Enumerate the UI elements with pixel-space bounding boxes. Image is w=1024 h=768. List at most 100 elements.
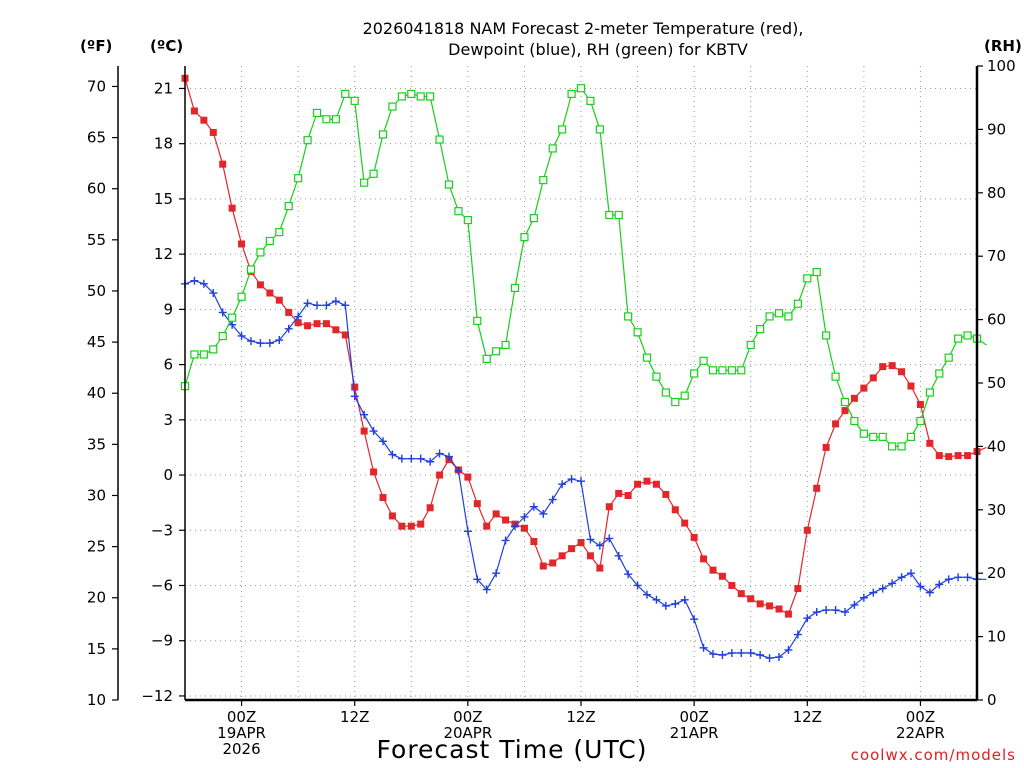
dewpoint-point: [859, 593, 868, 602]
temperature-point: [266, 289, 274, 297]
x-tick-label: 21APR: [670, 724, 719, 742]
dewpoint-point: [963, 573, 972, 582]
rh-point: [888, 442, 897, 451]
temperature-point: [322, 320, 330, 328]
temperature-point: [728, 581, 736, 589]
temperature-point: [690, 533, 698, 541]
f-tick-label: 20: [87, 589, 106, 607]
unit-label-rh: (RH): [984, 37, 1022, 55]
rh-point: [765, 312, 774, 321]
temperature-point: [813, 484, 821, 492]
dewpoint-point: [614, 551, 623, 560]
rh-point: [360, 178, 369, 187]
temperature-point: [898, 368, 906, 376]
c-tick-label: −9: [151, 632, 173, 650]
rh-point: [388, 102, 397, 111]
temperature-point: [803, 526, 811, 534]
dewpoint-point: [812, 608, 821, 617]
temperature-point: [190, 107, 198, 115]
dewpoint-point: [331, 297, 340, 306]
f-tick-label: 30: [87, 486, 106, 504]
temperature-point: [568, 545, 576, 553]
c-tick-label: −3: [151, 521, 173, 539]
chart-title-line-1: 2026041818 NAM Forecast 2-meter Temperat…: [363, 19, 804, 38]
rh-point: [218, 331, 227, 341]
c-tick-label: 6: [163, 356, 173, 374]
dewpoint-point: [633, 581, 642, 590]
rh-tick-label: 50: [987, 374, 1006, 392]
rh-point: [322, 115, 331, 124]
dewpoint-point: [445, 452, 453, 461]
temperature-point: [407, 522, 415, 530]
temperature-point: [652, 480, 660, 488]
temperature-point: [464, 473, 472, 481]
temperature-point: [784, 610, 792, 618]
temperature-point: [436, 471, 444, 479]
temperature-point: [766, 602, 774, 610]
rh-point: [699, 356, 708, 365]
rh-point: [793, 299, 802, 308]
dewpoint-point: [256, 339, 265, 348]
x-tick-label: 22APR: [896, 724, 945, 742]
rh-point: [246, 265, 256, 274]
rh-point: [784, 312, 793, 321]
dewpoint-point: [756, 651, 765, 660]
temperature-point: [775, 605, 783, 613]
dewpoint-point: [313, 301, 321, 310]
x-tick-label: 12Z: [340, 708, 369, 726]
temperature-point: [850, 394, 858, 402]
dewpoint-point: [388, 450, 397, 459]
rh-point: [529, 214, 538, 223]
temperature-point: [634, 480, 642, 488]
f-tick-label: 70: [87, 77, 106, 95]
temperature-point: [907, 382, 915, 390]
rh-point: [624, 312, 633, 321]
rh-point: [576, 84, 586, 93]
rh-point: [803, 274, 812, 283]
rh-point: [963, 331, 972, 340]
f-tick-label: 60: [87, 180, 106, 198]
rh-point: [727, 366, 736, 375]
rh-point: [633, 328, 642, 337]
dewpoint-point: [397, 454, 406, 463]
rh-point: [294, 174, 303, 183]
rh-point: [341, 89, 350, 98]
temperature-line: [184, 78, 987, 615]
x-tick-label: 12Z: [566, 708, 595, 726]
rh-point: [454, 207, 463, 216]
temperature-point: [605, 503, 613, 511]
temperature-point: [709, 566, 717, 574]
temperature-point: [530, 538, 538, 545]
rh-point: [642, 353, 652, 362]
c-tick-label: 9: [163, 300, 173, 318]
rh-point: [680, 391, 689, 400]
rh-point: [869, 432, 878, 441]
rh-point: [822, 331, 831, 340]
temperature-point: [398, 522, 406, 530]
x-axis-label: Forecast Time (UTC): [377, 735, 648, 764]
f-tick-label: 45: [87, 333, 106, 351]
temperature-point: [238, 240, 246, 248]
rh-point: [567, 89, 576, 98]
x-tick-label: 12Z: [793, 708, 822, 726]
rh-point: [916, 416, 925, 426]
rh-point: [228, 313, 237, 322]
temperature-point: [700, 555, 708, 563]
rh-point: [954, 334, 963, 343]
dewpoint-point: [727, 648, 736, 657]
rh-tick-label: 0: [987, 691, 997, 709]
dewpoint-point: [567, 475, 576, 484]
rh-point: [831, 372, 840, 381]
dewpoint-point: [275, 336, 284, 345]
c-tick-label: 18: [154, 135, 173, 153]
temperature-point: [209, 128, 217, 136]
temperature-point: [558, 552, 566, 560]
dewpoint-point: [595, 541, 604, 550]
dewpoint-point: [303, 299, 312, 308]
temperature-point: [822, 443, 830, 451]
x-tick-label: 20APR: [443, 724, 492, 742]
dewpoint-point: [652, 595, 661, 604]
rh-tick-label: 60: [987, 311, 1006, 329]
temperature-point: [341, 331, 349, 339]
dewpoint-point: [501, 536, 510, 545]
